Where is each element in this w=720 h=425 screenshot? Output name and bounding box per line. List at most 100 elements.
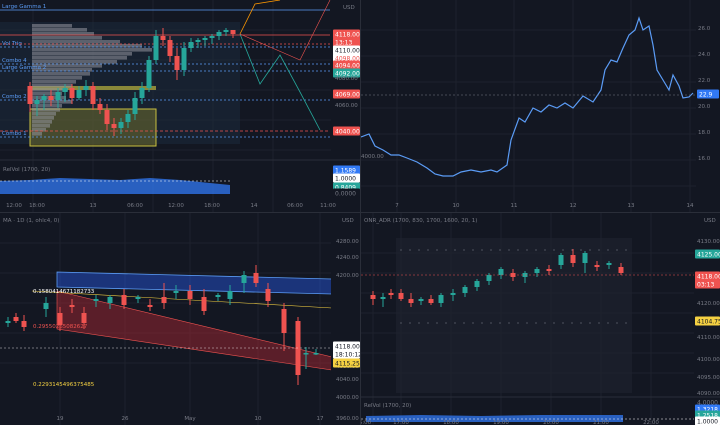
chart-onr-adr[interactable]: ONR_ADR (1700, 830, 1700, 1600, 20, 1) US… bbox=[361, 213, 720, 425]
y-tick: 4200.00 bbox=[336, 273, 359, 279]
volume-profile-bar bbox=[32, 128, 46, 132]
chart-volatility-line[interactable]: 26.0 24.0 22.0 20.0 18.0 16.0 22.9 4000.00 7 10 11… bbox=[361, 0, 720, 212]
volume-profile-bar bbox=[32, 108, 60, 112]
p3-candle-body bbox=[81, 313, 87, 323]
last-value-tag-bg bbox=[697, 89, 719, 99]
y-tick: 4090.00 bbox=[697, 391, 720, 397]
indicator-tag: 0.8409 bbox=[335, 184, 356, 191]
time-label: 12 bbox=[570, 203, 577, 209]
p3-candle-body bbox=[5, 321, 11, 323]
range-dot bbox=[427, 322, 429, 324]
range-dot bbox=[472, 322, 474, 324]
range-dot bbox=[409, 249, 411, 251]
volume-profile-bar bbox=[32, 68, 92, 72]
p3-candle-body bbox=[21, 321, 27, 327]
volume-profile-bar bbox=[32, 24, 72, 28]
price-tag-bg bbox=[695, 249, 720, 259]
time-label: 06:00 bbox=[127, 203, 143, 209]
axis-tick: 4080.00 bbox=[335, 76, 358, 82]
indicator-title: ONR_ADR (1700, 830, 1700, 1600, 20, 1) bbox=[364, 218, 477, 224]
range-dot bbox=[625, 249, 627, 251]
range-dot bbox=[553, 322, 555, 324]
range-dot bbox=[490, 322, 492, 324]
p1-candle-body bbox=[174, 56, 180, 70]
time-label: 13 bbox=[90, 203, 97, 209]
level-label: Large Gamma 2 bbox=[2, 65, 46, 71]
pane-onr-adr[interactable]: ONR_ADR (1700, 830, 1700, 1600, 20, 1) US… bbox=[361, 213, 720, 425]
y-tick: 4100.00 bbox=[697, 357, 720, 363]
p1-candle-body bbox=[69, 88, 75, 98]
p1-candle-body bbox=[195, 40, 201, 42]
level-label: Vol Trig bbox=[2, 41, 22, 47]
p1-candle-body bbox=[160, 36, 166, 40]
time-label: 11:00 bbox=[320, 203, 336, 209]
volume-profile-bar bbox=[32, 72, 90, 76]
indicator-tag: 0.0000 bbox=[335, 190, 356, 197]
p4-candle-body bbox=[582, 253, 588, 263]
p1-candle-body bbox=[216, 32, 222, 36]
vol-line bbox=[361, 16, 694, 177]
price-tag: 4104.75 bbox=[697, 318, 720, 325]
price-tag: 4069.00 bbox=[335, 91, 360, 98]
range-dot bbox=[427, 249, 429, 251]
range-dot bbox=[472, 249, 474, 251]
pane-gamma-levels[interactable]: Large Gamma 1 Vol Trig Combo 4 Large Gamma … bbox=[0, 0, 360, 212]
range-dot bbox=[553, 249, 555, 251]
volume-profile-bar bbox=[32, 40, 120, 44]
range-dot bbox=[445, 249, 447, 251]
p1-candle-body bbox=[230, 30, 236, 34]
indicator-tag-bg bbox=[333, 173, 360, 183]
volume-profile-bar bbox=[32, 28, 87, 32]
pane-daily-channel[interactable]: MA · 1D (1, ohlc4, 0) 0.1580414671182733 0… bbox=[0, 213, 360, 425]
range-dot bbox=[562, 249, 564, 251]
price-tag-bg bbox=[333, 37, 360, 47]
time-label: 26 bbox=[122, 416, 129, 422]
pane-divider-horizontal[interactable] bbox=[0, 212, 720, 213]
p3-candle-body bbox=[173, 291, 179, 293]
volume-profile-bar bbox=[32, 80, 76, 84]
chart-daily-channel[interactable]: MA · 1D (1, ohlc4, 0) 0.1580414671182733 0… bbox=[0, 213, 360, 425]
volume-profile-bar bbox=[32, 116, 54, 120]
indicator-title: MA · 1D (1, ohlc4, 0) bbox=[3, 218, 59, 224]
fib-label: 0.2293145496375485 bbox=[33, 382, 95, 388]
p3-candle-body bbox=[135, 297, 141, 299]
p1-candle-body bbox=[111, 124, 117, 128]
p4-candle-body bbox=[370, 295, 376, 299]
p4-candle-body bbox=[428, 299, 434, 303]
indicator-tag: 1.3218 bbox=[697, 406, 718, 413]
y-tick: 20.0 bbox=[698, 104, 711, 110]
channel-upper bbox=[56, 271, 333, 295]
p3-candle-body bbox=[161, 297, 167, 303]
indicator-tag: 4.0000 bbox=[697, 399, 718, 406]
y-tick: 4110.00 bbox=[697, 335, 720, 341]
range-dot bbox=[436, 322, 438, 324]
price-tag: 4118.00 bbox=[697, 273, 720, 280]
y-tick: 4095.00 bbox=[697, 375, 720, 381]
range-dot bbox=[589, 322, 591, 324]
price-tag-bg bbox=[333, 349, 360, 359]
p1-candle-body bbox=[41, 96, 47, 100]
p1-candle-body bbox=[27, 86, 33, 104]
volume-profile-bar bbox=[32, 104, 62, 108]
range-dot bbox=[544, 322, 546, 324]
price-tag-bg bbox=[333, 126, 360, 136]
volume-profile-bar bbox=[32, 112, 56, 116]
price-tag-bg bbox=[333, 60, 360, 70]
p1-candle-body bbox=[153, 36, 159, 60]
pane-volatility-line[interactable]: 26.0 24.0 22.0 20.0 18.0 16.0 22.9 4000.00 7 10 11… bbox=[361, 0, 720, 212]
left-tick: 4000.00 bbox=[361, 154, 384, 160]
p3-candle-body bbox=[13, 317, 19, 321]
time-label: 17:00 bbox=[393, 420, 409, 425]
price-tag: 4110.00 bbox=[335, 47, 360, 54]
range-dot bbox=[490, 249, 492, 251]
price-tag: 4125.00 bbox=[697, 251, 720, 258]
time-label: 14 bbox=[687, 203, 694, 209]
axis-tick: 4060.00 bbox=[335, 103, 358, 109]
indicator-tag: 1.0000 bbox=[335, 175, 356, 182]
time-label: 06:00 bbox=[287, 203, 303, 209]
price-tag: 4118.00 bbox=[335, 343, 360, 350]
p1-candle-body bbox=[188, 42, 194, 48]
p1-candle-body bbox=[223, 30, 229, 32]
p1-candle-body bbox=[202, 38, 208, 40]
